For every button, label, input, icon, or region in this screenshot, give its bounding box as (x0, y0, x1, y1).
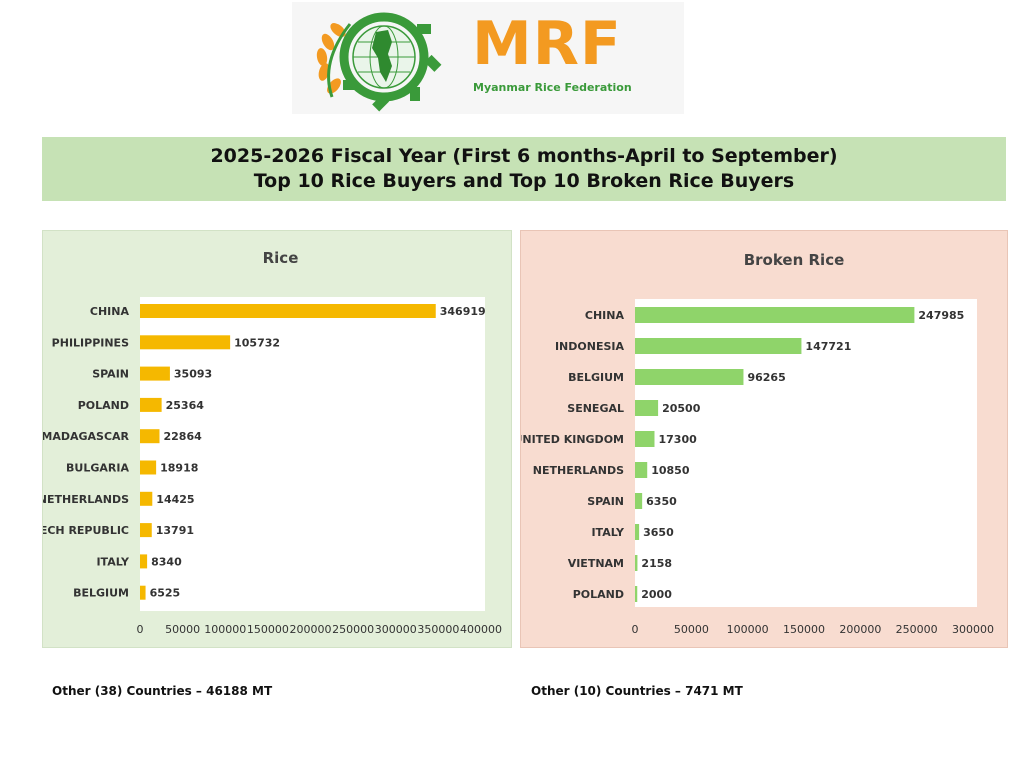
broken-rice-bar (635, 524, 640, 540)
broken-rice-x-tick-label: 50000 (674, 623, 709, 636)
broken-rice-bar (635, 400, 659, 416)
broken-rice-value-label: 10850 (651, 464, 690, 477)
rice-x-tick-label: 250000 (332, 623, 374, 636)
broken-rice-value-label: 20500 (662, 402, 701, 415)
broken-rice-category-label: POLAND (573, 588, 624, 601)
rice-bar (140, 491, 153, 506)
broken-rice-bar (635, 586, 638, 602)
rice-value-label: 346919 (440, 305, 486, 318)
rice-bar-chart: Rice CHINA 346919 PHILIPPINES 105732 SPAIN 350… (43, 249, 502, 636)
rice-x-tick-label: 100000 (204, 623, 246, 636)
rice-bar (140, 523, 152, 538)
broken-rice-chart-title: Broken Rice (744, 251, 845, 269)
rice-category-label: CZECH REPUBLIC (43, 524, 129, 537)
rice-value-label: 6525 (150, 587, 181, 600)
rice-plot-area (140, 297, 485, 611)
rice-value-label: 25364 (166, 399, 205, 412)
rice-x-tick-label: 0 (137, 623, 144, 636)
rice-category-label: BELGIUM (73, 587, 129, 600)
rice-category-label: MADAGASCAR (43, 430, 130, 443)
rice-bar (140, 335, 231, 350)
globe-gear-icon (316, 12, 442, 112)
broken-rice-other-countries-note: Other (10) Countries – 7471 MT (531, 684, 743, 698)
broken-rice-bar (635, 555, 638, 571)
rice-other-countries-note: Other (38) Countries – 46188 MT (52, 684, 273, 698)
broken-rice-bar (635, 307, 915, 323)
rice-chart-title: Rice (263, 249, 299, 267)
broken-rice-category-label: INDONESIA (555, 340, 625, 353)
rice-x-tick-label: 150000 (247, 623, 289, 636)
rice-category-label: PHILIPPINES (52, 336, 129, 349)
page-title-line1: 2025-2026 Fiscal Year (First 6 months-Ap… (210, 145, 838, 167)
broken-rice-x-tick-label: 0 (632, 623, 639, 636)
rice-category-label: ITALY (96, 555, 130, 568)
broken-rice-bar (635, 493, 643, 509)
broken-rice-x-tick-label: 150000 (783, 623, 825, 636)
rice-bar (140, 554, 148, 569)
rice-value-label: 14425 (156, 493, 194, 506)
rice-x-tick-label: 300000 (375, 623, 417, 636)
page-title-line2: Top 10 Rice Buyers and Top 10 Broken Ric… (253, 170, 795, 192)
rice-value-label: 13791 (156, 524, 194, 537)
broken-rice-value-label: 147721 (805, 340, 851, 353)
broken-rice-bar (635, 369, 744, 385)
broken-rice-x-tick-label: 200000 (839, 623, 881, 636)
logo-subtitle: Myanmar Rice Federation (473, 81, 632, 94)
broken-rice-category-label: NETHERLANDS (533, 464, 624, 477)
broken-rice-category-label: SPAIN (587, 495, 624, 508)
broken-rice-bar (635, 462, 648, 478)
broken-rice-category-label: SENEGAL (567, 402, 624, 415)
rice-bar (140, 585, 146, 600)
broken-rice-bar (635, 431, 655, 447)
broken-rice-value-label: 3650 (643, 526, 674, 539)
rice-category-label: NETHERLANDS (43, 493, 129, 506)
broken-rice-category-label: UNITED KINGDOM (521, 433, 624, 446)
rice-bar (140, 366, 170, 381)
rice-bar (140, 397, 162, 412)
broken-rice-value-label: 2158 (641, 557, 672, 570)
rice-bar (140, 460, 157, 475)
broken-rice-x-tick-label: 250000 (896, 623, 938, 636)
broken-rice-x-tick-label: 100000 (727, 623, 769, 636)
broken-rice-x-tick-label: 300000 (952, 623, 994, 636)
broken-rice-value-label: 247985 (918, 309, 964, 322)
rice-value-label: 8340 (151, 555, 182, 568)
rice-value-label: 105732 (234, 336, 280, 349)
broken-rice-bar-chart: Broken Rice CHINA 247985 INDONESIA 147721 BEL… (521, 251, 994, 636)
broken-rice-value-label: 2000 (641, 588, 672, 601)
broken-rice-chart-panel: Broken Rice CHINA 247985 INDONESIA 147721 BEL… (520, 230, 1008, 648)
broken-rice-category-label: BELGIUM (568, 371, 624, 384)
rice-chart-panel: Rice CHINA 346919 PHILIPPINES 105732 SPAIN 350… (42, 230, 512, 648)
rice-category-label: POLAND (78, 399, 129, 412)
rice-x-tick-label: 400000 (460, 623, 502, 636)
rice-value-label: 18918 (160, 462, 198, 475)
title-banner: 2025-2026 Fiscal Year (First 6 months-Ap… (42, 137, 1006, 201)
broken-rice-value-label: 96265 (747, 371, 785, 384)
rice-value-label: 22864 (163, 430, 202, 443)
rice-x-tick-label: 50000 (165, 623, 200, 636)
rice-category-label: BULGARIA (66, 462, 129, 475)
mrf-logo: MRF Myanmar Rice Federation (292, 2, 684, 114)
broken-rice-value-label: 6350 (646, 495, 677, 508)
rice-bar (140, 429, 160, 444)
broken-rice-category-label: CHINA (585, 309, 625, 322)
broken-rice-category-label: ITALY (591, 526, 625, 539)
rice-bar (140, 304, 436, 318)
rice-category-label: SPAIN (92, 368, 129, 381)
rice-value-label: 35093 (174, 368, 212, 381)
logo-wordmark: MRF (472, 9, 622, 79)
rice-x-tick-label: 200000 (290, 623, 332, 636)
broken-rice-value-label: 17300 (658, 433, 697, 446)
broken-rice-bar (635, 338, 802, 354)
broken-rice-category-label: VIETNAM (568, 557, 624, 570)
rice-x-tick-label: 350000 (417, 623, 459, 636)
rice-category-label: CHINA (90, 305, 130, 318)
